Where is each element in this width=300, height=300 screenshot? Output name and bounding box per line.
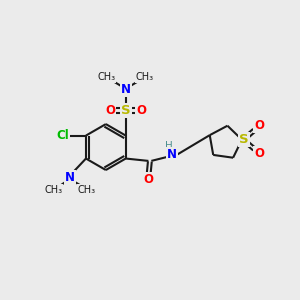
Text: S: S: [239, 133, 248, 146]
Text: O: O: [254, 119, 264, 132]
Text: O: O: [136, 104, 146, 117]
Text: CH₃: CH₃: [44, 185, 63, 195]
Text: CH₃: CH₃: [98, 72, 116, 82]
Text: N: N: [121, 83, 131, 96]
Text: H: H: [164, 141, 172, 151]
Text: Cl: Cl: [56, 129, 69, 142]
Text: O: O: [105, 104, 116, 117]
Text: CH₃: CH₃: [136, 72, 154, 82]
Text: O: O: [143, 173, 153, 186]
Text: S: S: [121, 104, 130, 117]
Text: N: N: [167, 148, 177, 160]
Text: CH₃: CH₃: [78, 185, 96, 195]
Text: N: N: [65, 171, 75, 184]
Text: O: O: [254, 147, 264, 160]
